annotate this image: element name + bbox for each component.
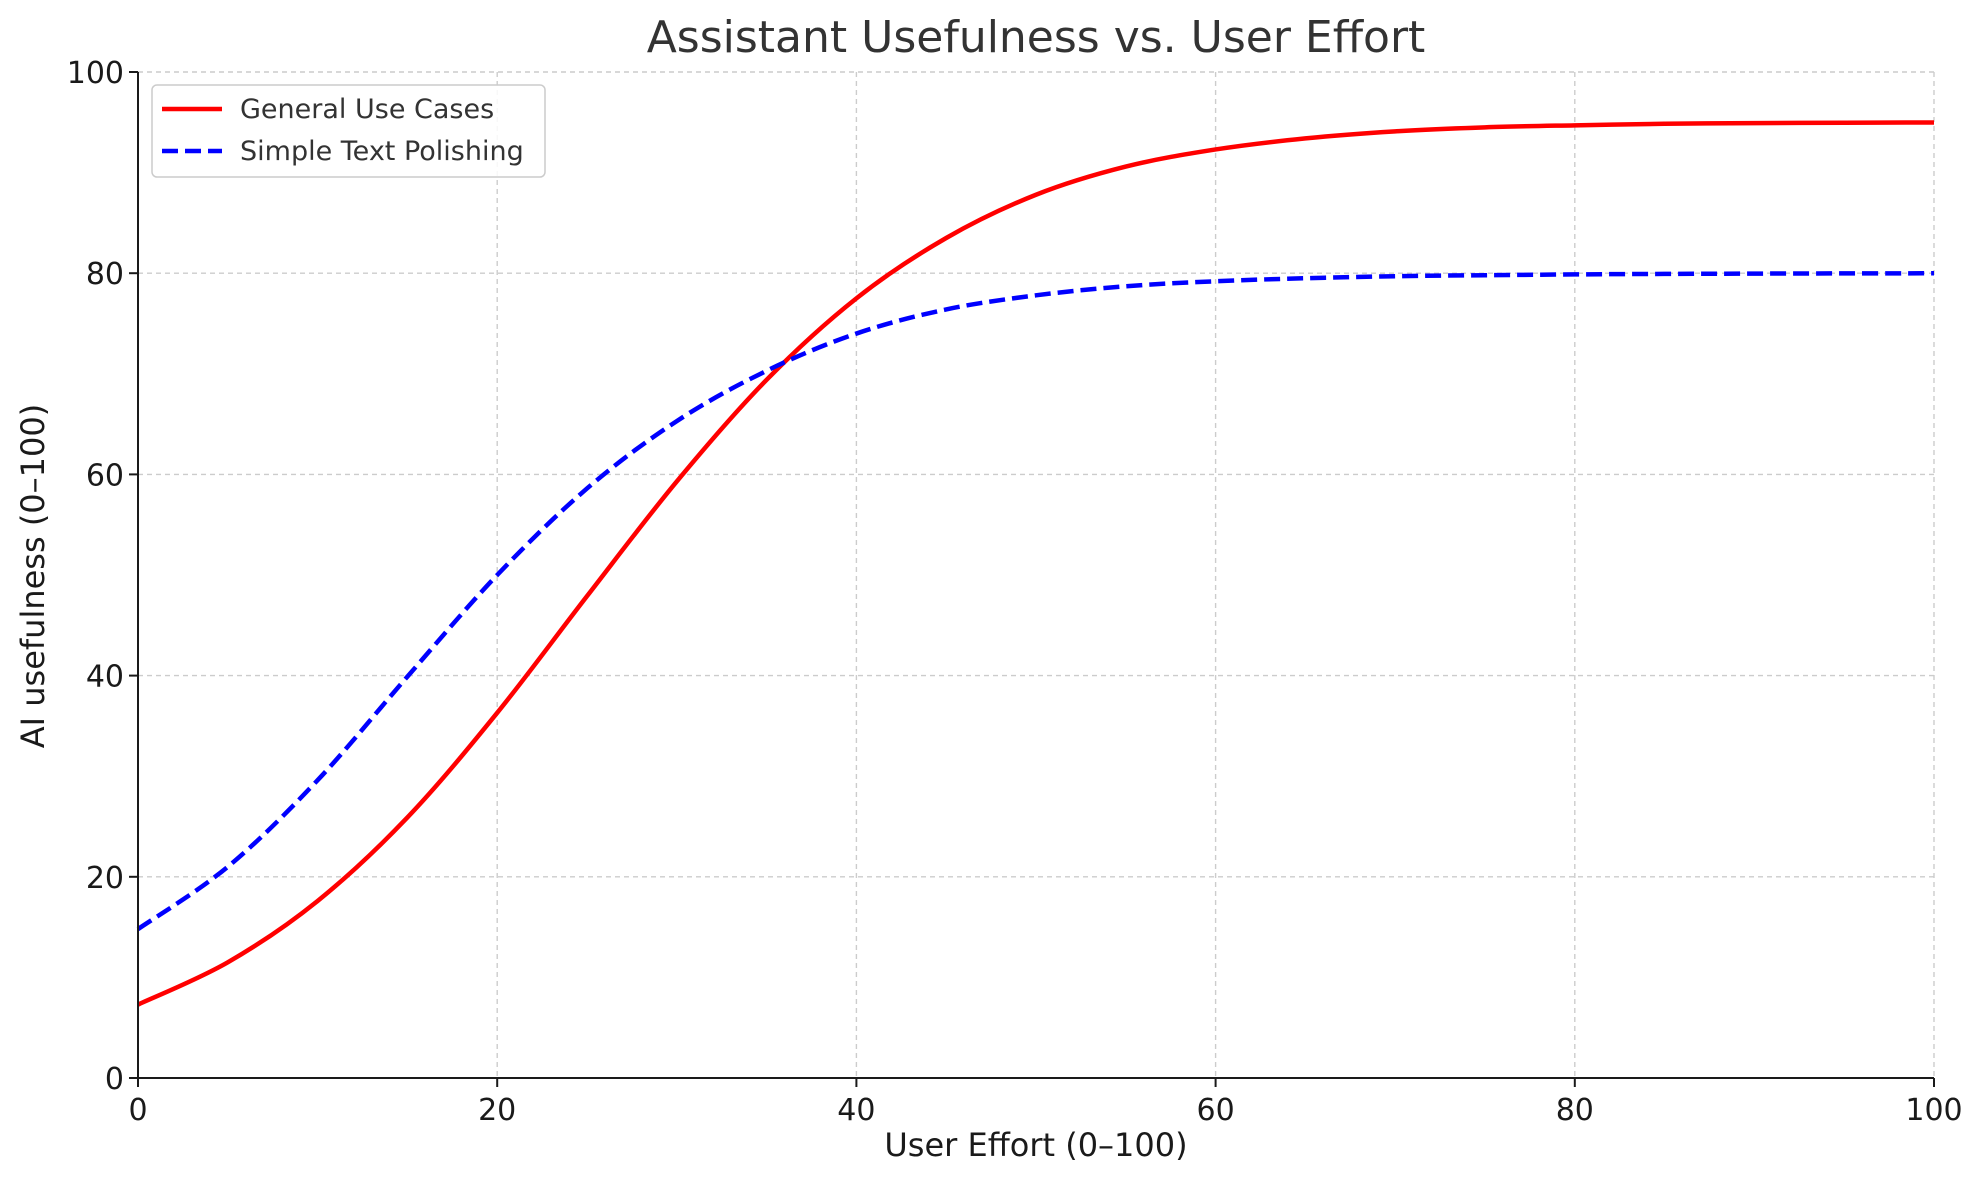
y-axis-label: AI usefulness (0–100) [14, 404, 52, 748]
x-tick-label: 100 [1905, 1093, 1962, 1128]
axes [137, 72, 1934, 1079]
x-tick-label: 0 [128, 1093, 147, 1128]
legend-label-0: General Use Cases [240, 94, 494, 125]
y-tick-label: 0 [105, 1062, 124, 1097]
y-tick-label: 100 [67, 56, 124, 91]
x-tick-label: 60 [1197, 1093, 1235, 1128]
series-line-0 [137, 120, 1935, 1007]
x-tick-label: 40 [837, 1093, 875, 1128]
x-axis-label: User Effort (0–100) [884, 1126, 1187, 1164]
y-tick-label: 20 [86, 861, 124, 896]
y-tick-label: 60 [86, 458, 124, 493]
x-tick-label: 20 [478, 1093, 516, 1128]
legend-frame [151, 84, 546, 178]
y-tick-label: 40 [86, 660, 124, 695]
legend: General Use Cases Simple Text Polishing [151, 84, 546, 178]
chart-title: Assistant Usefulness vs. User Effort [647, 12, 1426, 63]
y-tick-label: 80 [86, 257, 124, 292]
series-line-1 [136, 271, 1935, 931]
tick-labels: 0 20 40 60 80 100 0 20 40 60 80 100 [67, 56, 1963, 1128]
series-lines [136, 120, 1935, 1007]
legend-label-1: Simple Text Polishing [240, 136, 524, 167]
x-tick-label: 80 [1556, 1093, 1594, 1128]
